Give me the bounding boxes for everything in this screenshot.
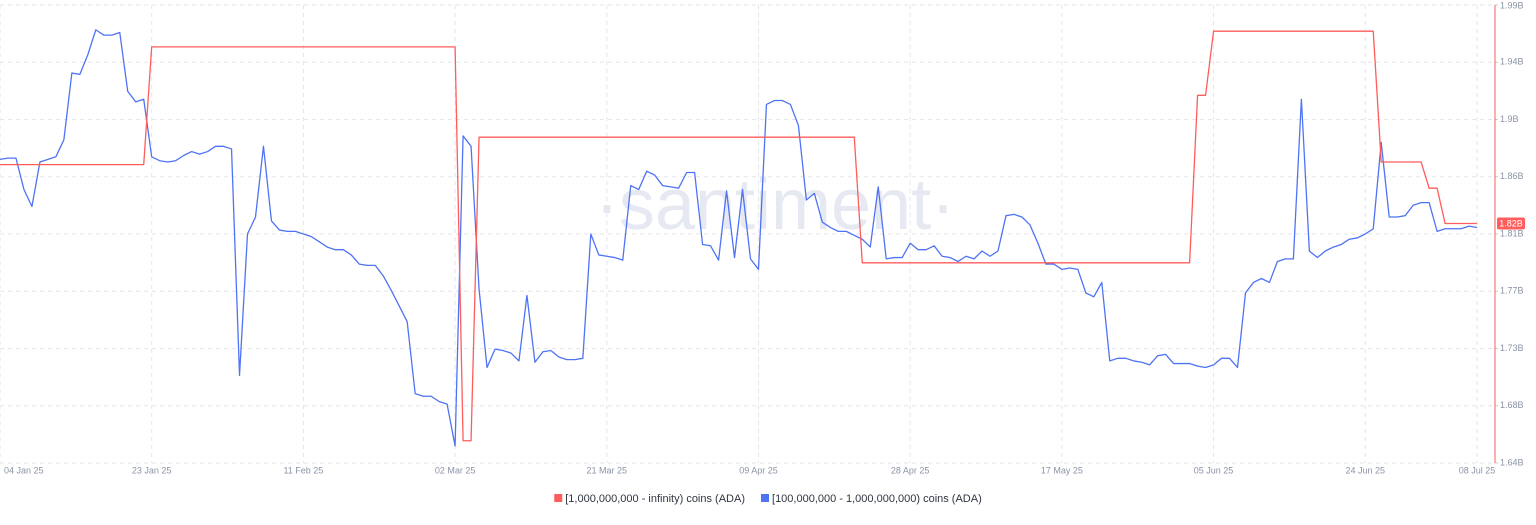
x-tick-label: 11 Feb 25 <box>283 465 323 475</box>
watermark: ·santiment· <box>595 165 955 245</box>
y-tick-label: 1.68B <box>1500 400 1524 410</box>
x-tick-label: 24 Jun 25 <box>1345 465 1385 475</box>
x-tick-label: 05 Jun 25 <box>1194 465 1234 475</box>
legend-label: [100,000,000 - 1,000,000,000) coins (ADA… <box>772 493 982 505</box>
y-tick-label: 1.73B <box>1500 343 1524 353</box>
x-tick-label: 23 Jan 25 <box>132 465 172 475</box>
y-tick-label: 1.81B <box>1500 228 1524 238</box>
x-tick-label: 28 Apr 25 <box>891 465 930 475</box>
legend-swatch <box>761 494 770 502</box>
last-value-label: 1.82B <box>1499 218 1523 228</box>
last-value-box <box>1497 217 1525 230</box>
series-line <box>0 30 1478 442</box>
x-tick-label: 02 Mar 25 <box>435 465 476 475</box>
x-tick-label: 09 Apr 25 <box>739 465 778 475</box>
legend-label: [1,000,000,000 - infinity) coins (ADA) <box>565 493 745 505</box>
x-tick-label: 08 Jul 25 <box>1459 465 1496 475</box>
x-tick-label: 17 May 25 <box>1041 465 1083 475</box>
y-tick-label: 1.99B <box>1500 0 1524 10</box>
y-tick-label: 1.9B <box>1500 114 1519 124</box>
y-tick-label: 1.94B <box>1500 57 1524 67</box>
x-tick-label: 04 Jan 25 <box>4 465 44 475</box>
x-tick-label: 21 Mar 25 <box>587 465 628 475</box>
y-tick-label: 1.77B <box>1500 286 1524 296</box>
series-line <box>0 29 1478 447</box>
y-tick-label: 1.64B <box>1500 457 1524 467</box>
y-tick-label: 1.86B <box>1500 171 1524 181</box>
legend-swatch <box>554 494 563 502</box>
legend: [1,000,000,000 - infinity) coins (ADA) [1… <box>554 493 982 505</box>
